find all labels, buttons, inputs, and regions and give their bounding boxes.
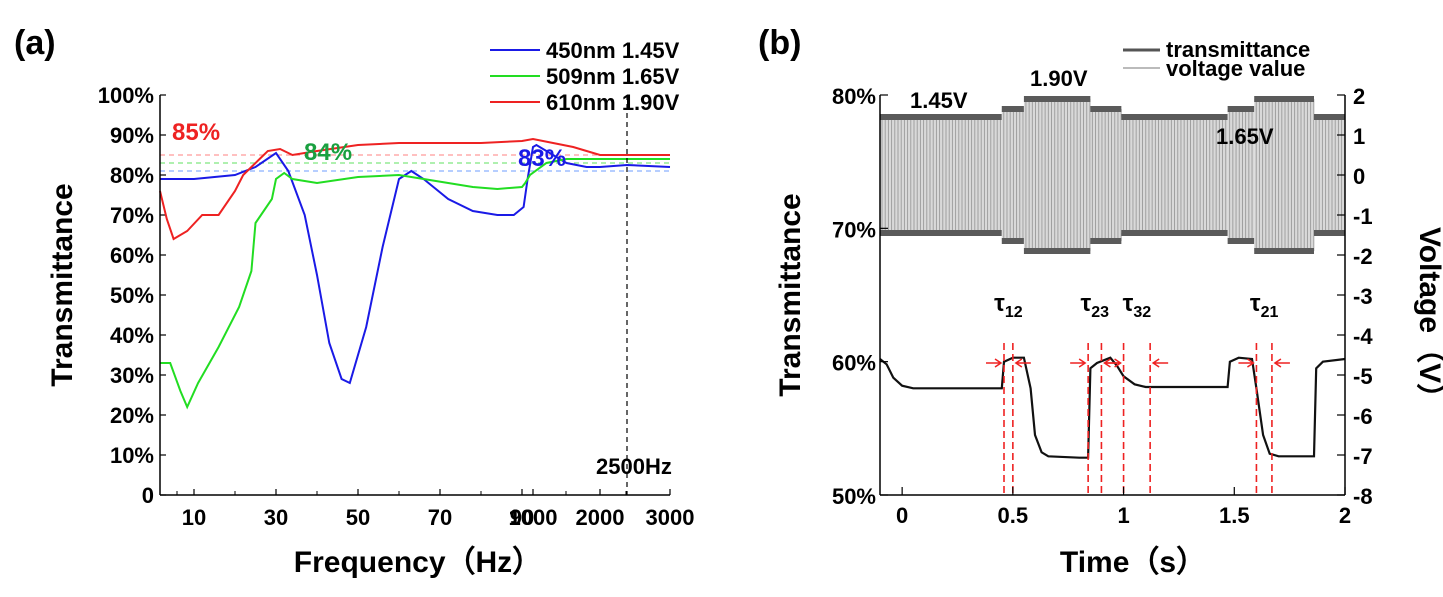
panel-b-response-markers: τ12 τ23 τ32 τ21: [986, 290, 1290, 495]
voltage-label-1-45v: 1.45V: [910, 88, 968, 113]
y-tick-label: 50%: [110, 283, 154, 308]
left-tick-label: 50%: [832, 484, 876, 509]
panel-a-legend: 450nm 1.45V 509nm 1.65V 610nm 1.90V: [490, 38, 680, 115]
panel-b-left-ticks: 50% 60% 70% 80%: [832, 84, 888, 509]
panel-b-legend: transmittance voltage value: [1123, 37, 1310, 81]
voltage-segment-fill: [1227, 109, 1255, 241]
y-tick-label: 100%: [98, 83, 154, 108]
y-tick-label: 20%: [110, 403, 154, 428]
reference-value-label: 83%: [518, 145, 566, 172]
right-tick-label: -7: [1353, 444, 1373, 469]
right-tick-label: 0: [1353, 164, 1365, 189]
right-tick-label: -4: [1353, 324, 1373, 349]
panel-b-label: (b): [758, 24, 801, 62]
panel-b: (b) transmittance voltage value τ12 τ23 τ3…: [758, 24, 1443, 579]
y-tick-label: 10%: [110, 443, 154, 468]
x-tick-label: 1.5: [1219, 503, 1250, 528]
voltage-segment-fill: [1090, 109, 1122, 241]
marker-line-label: 2500Hz: [596, 454, 672, 479]
transmittance-line: [879, 356, 1346, 459]
response-time-label: τ23: [1081, 290, 1110, 321]
y-tick-label: 90%: [110, 123, 154, 148]
voltage-segment-fill: [1001, 109, 1024, 241]
legend-label-voltage: voltage value: [1166, 56, 1305, 81]
x-tick-label: 90: [510, 505, 534, 530]
voltage-segment-fill: [1254, 99, 1314, 251]
panel-a-label: (a): [14, 24, 56, 62]
panel-a-x-label: Frequency（Hz）: [294, 545, 542, 579]
response-arrow-out: [1014, 358, 1031, 368]
left-tick-label: 80%: [832, 84, 876, 109]
right-tick-label: -1: [1353, 204, 1373, 229]
panel-b-x-label: Time（s）: [1060, 545, 1206, 579]
left-tick-label: 60%: [832, 351, 876, 376]
panel-a-y-ticks: 0 10% 20% 30% 40% 50% 60% 70% 80% 90% 100%: [98, 83, 166, 508]
x-tick-label: 1000: [509, 505, 558, 530]
response-arrow-in: [986, 358, 1003, 368]
x-tick-label: 3000: [646, 505, 695, 530]
x-tick-label: 10: [182, 505, 206, 530]
legend-label-509nm: 509nm 1.65V: [546, 64, 680, 89]
x-tick-label: 1: [1117, 503, 1129, 528]
response-arrow-in: [1070, 358, 1087, 368]
x-tick-label: 50: [346, 505, 370, 530]
response-time-label: τ21: [1250, 290, 1279, 321]
panel-a-series: [159, 137, 671, 410]
x-tick-label: 2: [1339, 503, 1351, 528]
right-tick-label: 2: [1353, 84, 1365, 109]
voltage-label-1-65v: 1.65V: [1216, 124, 1274, 149]
voltage-segment-fill: [1023, 99, 1091, 251]
panel-a: (a) 0 10% 20% 30% 40% 50% 60% 70% 80% 90% 100% 10 3…: [14, 24, 694, 579]
x-tick-label: 30: [264, 505, 288, 530]
right-tick-label: 1: [1353, 124, 1365, 149]
right-tick-label: -6: [1353, 404, 1373, 429]
reference-value-label: 84%: [304, 139, 352, 166]
panel-a-reference-lines: [160, 154, 670, 172]
response-arrow-in: [1238, 358, 1255, 368]
panel-b-right-label: Voltage（V）: [1413, 227, 1443, 413]
y-tick-label: 70%: [110, 203, 154, 228]
left-tick-label: 70%: [832, 217, 876, 242]
panel-a-y-label: Transmittance: [46, 183, 79, 386]
right-tick-label: -8: [1353, 484, 1373, 509]
panel-b-transmittance-curve: [879, 356, 1346, 459]
reference-value-label: 85%: [172, 119, 220, 146]
series-line: [159, 137, 670, 241]
right-tick-label: -2: [1353, 244, 1373, 269]
y-tick-label: 80%: [110, 163, 154, 188]
x-tick-label: 0: [896, 503, 908, 528]
voltage-label-1-90v: 1.90V: [1030, 66, 1088, 91]
series-line: [160, 143, 671, 385]
legend-label-610nm: 610nm 1.90V: [546, 90, 680, 115]
y-tick-label: 30%: [110, 363, 154, 388]
y-tick-label: 40%: [110, 323, 154, 348]
y-tick-label: 0: [142, 483, 154, 508]
response-arrow-in: [1105, 358, 1122, 368]
legend-label-transmittance: transmittance: [1166, 37, 1310, 62]
response-time-label: τ32: [1123, 290, 1152, 321]
x-tick-label: 70: [428, 505, 452, 530]
response-arrow-out: [1151, 358, 1169, 368]
right-tick-label: -5: [1353, 364, 1373, 389]
panel-a-reference-labels: 83% 84% 85%: [172, 119, 566, 172]
y-tick-label: 60%: [110, 243, 154, 268]
right-tick-label: -3: [1353, 284, 1373, 309]
legend-label-450nm: 450nm 1.45V: [546, 38, 680, 63]
panel-b-voltage-signal: [880, 96, 1346, 254]
response-time-label: τ12: [994, 290, 1023, 321]
panel-b-left-label: Transmittance: [774, 193, 807, 396]
series-line: [160, 158, 670, 410]
response-arrow-out: [1273, 358, 1290, 368]
x-tick-label: 0.5: [998, 503, 1029, 528]
panel-b-x-ticks: 0 0.5 1 1.5 2: [896, 487, 1351, 528]
x-tick-label: 2000: [576, 505, 625, 530]
panel-b-right-ticks: 2 1 0 -1 -2 -3 -4 -5 -6 -7 -8: [1337, 84, 1373, 509]
